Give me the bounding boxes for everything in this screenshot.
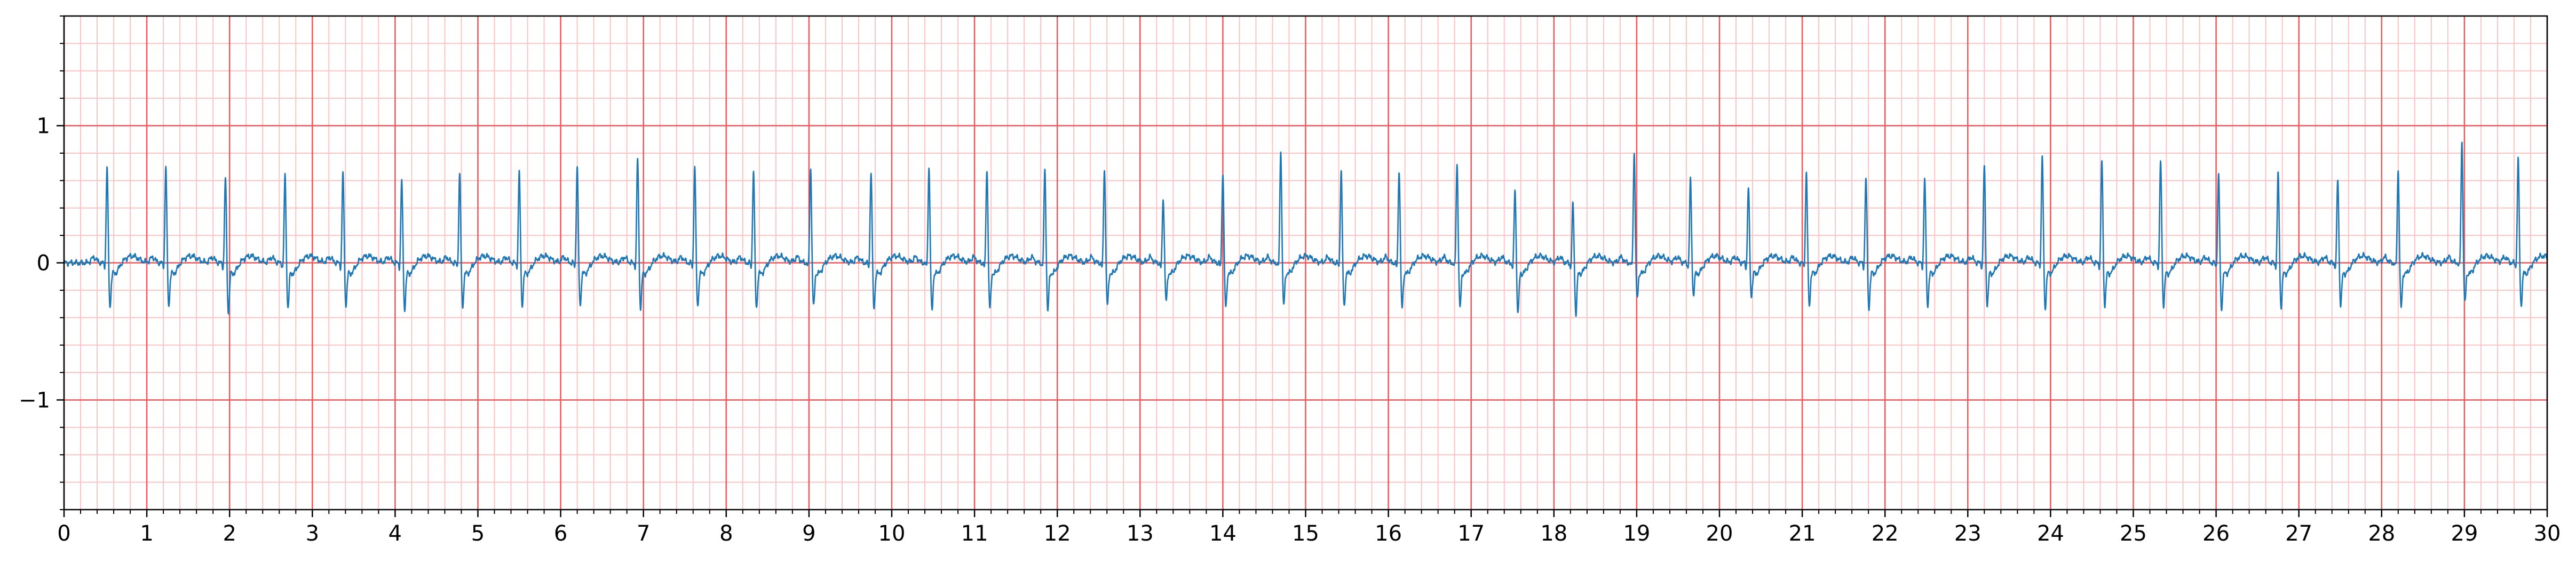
x-tick-label: 20 bbox=[1706, 521, 1733, 546]
y-tick-label: 0 bbox=[37, 251, 50, 276]
x-tick-label: 6 bbox=[554, 521, 567, 546]
x-tick-label: 15 bbox=[1292, 521, 1319, 546]
tick-labels: 0 1 2 3 4 5 6 7 8 9 10 11 12 13 14 15 16 17 18 19 20 21 22 23 24… bbox=[19, 114, 2561, 546]
x-tick-label: 1 bbox=[140, 521, 153, 546]
ticks bbox=[57, 15, 2548, 517]
x-tick-label: 21 bbox=[1789, 521, 1816, 546]
x-tick-label: 28 bbox=[2368, 521, 2395, 546]
x-tick-label: 24 bbox=[2037, 521, 2064, 546]
x-tick-label: 27 bbox=[2285, 521, 2312, 546]
x-tick-label: 11 bbox=[961, 521, 988, 546]
ecg-series bbox=[63, 141, 2548, 318]
x-tick-label: 2 bbox=[223, 521, 236, 546]
x-tick-label: 0 bbox=[57, 521, 70, 546]
major-grid bbox=[63, 16, 2548, 510]
x-tick-label: 17 bbox=[1457, 521, 1485, 546]
x-tick-label: 13 bbox=[1127, 521, 1154, 546]
x-tick-label: 7 bbox=[637, 521, 650, 546]
x-tick-label: 23 bbox=[1954, 521, 1981, 546]
x-tick-label: 8 bbox=[719, 521, 733, 546]
x-tick-label: 14 bbox=[1209, 521, 1237, 546]
x-tick-label: 19 bbox=[1623, 521, 1650, 546]
x-tick-label: 10 bbox=[878, 521, 906, 546]
x-tick-label: 5 bbox=[471, 521, 485, 546]
x-tick-label: 9 bbox=[802, 521, 815, 546]
ecg-trace-line bbox=[63, 141, 2548, 318]
x-tick-label: 26 bbox=[2202, 521, 2230, 546]
x-tick-label: 4 bbox=[389, 521, 402, 546]
x-tick-label: 16 bbox=[1375, 521, 1402, 546]
x-tick-label: 12 bbox=[1044, 521, 1071, 546]
x-tick-label: 18 bbox=[1540, 521, 1567, 546]
x-tick-label: 25 bbox=[2120, 521, 2147, 546]
x-tick-label: 3 bbox=[306, 521, 319, 546]
x-tick-label: 30 bbox=[2534, 521, 2561, 546]
y-tick-label: 1 bbox=[37, 114, 50, 139]
x-tick-label: 29 bbox=[2451, 521, 2478, 546]
y-tick-label: −1 bbox=[19, 388, 50, 413]
x-tick-label: 22 bbox=[1872, 521, 1899, 546]
